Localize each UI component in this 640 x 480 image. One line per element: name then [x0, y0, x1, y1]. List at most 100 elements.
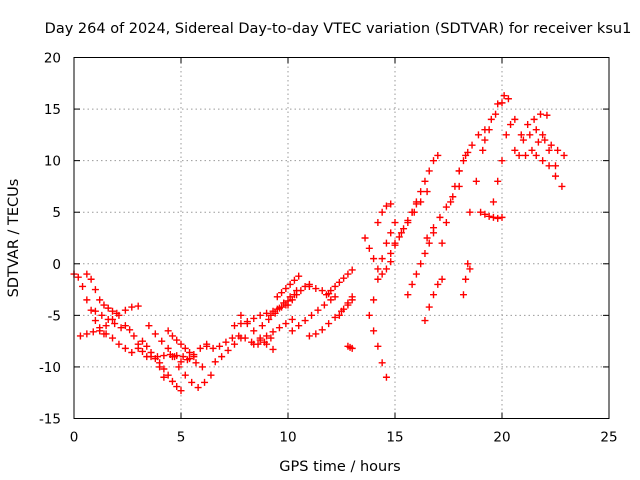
data-point	[462, 275, 470, 283]
data-point	[494, 177, 502, 185]
series-arc14	[211, 334, 245, 366]
data-point	[502, 131, 510, 139]
data-point	[348, 344, 356, 352]
data-point	[421, 177, 429, 185]
series-arc15	[237, 311, 277, 353]
data-point	[147, 353, 155, 361]
data-point	[168, 332, 176, 340]
series-arc46	[515, 136, 568, 159]
data-point	[487, 115, 495, 123]
data-point	[560, 151, 568, 159]
data-point	[115, 311, 123, 319]
data-point	[237, 334, 245, 342]
data-point	[267, 334, 275, 342]
data-point	[459, 291, 467, 299]
data-point	[175, 363, 183, 371]
data-point	[425, 239, 433, 247]
data-point	[222, 338, 230, 346]
data-point	[143, 342, 151, 350]
series-arc29	[361, 234, 395, 278]
data-point	[201, 378, 209, 386]
data-point	[104, 304, 112, 312]
data-point	[258, 322, 266, 330]
data-point	[288, 296, 296, 304]
data-point	[511, 115, 519, 123]
data-point	[160, 352, 168, 360]
data-point	[203, 342, 211, 350]
data-point	[282, 285, 290, 293]
data-point	[87, 306, 95, 314]
data-point	[288, 327, 296, 335]
data-point	[198, 363, 206, 371]
data-point	[434, 151, 442, 159]
data-point	[387, 200, 395, 208]
y-axis-label: SDTVAR / TECUs	[6, 179, 22, 298]
data-point	[387, 249, 395, 257]
data-point	[275, 324, 283, 332]
data-point	[168, 377, 176, 385]
data-point	[489, 213, 497, 221]
data-point	[128, 303, 136, 311]
data-point	[269, 345, 277, 353]
data-point	[430, 157, 438, 165]
data-point	[455, 167, 463, 175]
data-point	[438, 239, 446, 247]
data-point	[423, 234, 431, 242]
data-point	[301, 317, 309, 325]
data-point	[466, 265, 474, 273]
data-point	[250, 327, 258, 335]
data-point	[374, 265, 382, 273]
data-point	[382, 373, 390, 381]
data-point	[434, 280, 442, 288]
data-point	[91, 317, 99, 325]
data-point	[387, 229, 395, 237]
data-point	[552, 162, 559, 170]
data-point	[498, 213, 506, 221]
data-point	[537, 110, 545, 118]
data-point	[231, 322, 238, 330]
data-point	[177, 387, 185, 395]
data-point	[554, 146, 562, 154]
data-point	[91, 286, 99, 294]
data-point	[138, 347, 146, 355]
data-point	[173, 336, 181, 344]
data-point	[111, 320, 119, 328]
series-arc1	[70, 270, 108, 338]
data-point	[511, 146, 519, 154]
data-point	[532, 126, 540, 134]
data-point	[442, 203, 450, 211]
data-point	[102, 322, 110, 330]
series-arc48	[532, 151, 559, 180]
data-point	[335, 311, 343, 319]
data-point	[134, 340, 142, 348]
data-point	[156, 359, 164, 367]
series-arc30	[370, 219, 399, 304]
data-point	[489, 198, 497, 206]
data-point	[397, 229, 405, 237]
series-arc2	[83, 270, 121, 317]
data-point	[295, 272, 303, 280]
data-point	[474, 131, 482, 139]
data-point	[237, 320, 245, 328]
data-point	[96, 296, 104, 304]
data-point	[430, 291, 438, 299]
data-point	[382, 265, 390, 273]
data-point	[115, 340, 123, 348]
data-point	[378, 255, 386, 263]
data-point	[412, 270, 420, 278]
data-point	[256, 336, 264, 344]
series-arc11	[168, 353, 215, 392]
data-point	[507, 121, 515, 129]
data-point	[421, 317, 429, 325]
data-point	[421, 249, 429, 257]
data-point	[181, 371, 189, 379]
data-point	[160, 373, 168, 381]
x-axis-label: GPS time / hours	[279, 459, 400, 475]
chart-title: Day 264 of 2024, Sidereal Day-to-day VTE…	[45, 21, 632, 37]
data-point	[320, 301, 328, 309]
data-point	[273, 293, 281, 301]
data-point	[504, 95, 512, 103]
data-point	[79, 282, 87, 290]
data-point	[408, 208, 416, 216]
data-point	[481, 136, 489, 144]
